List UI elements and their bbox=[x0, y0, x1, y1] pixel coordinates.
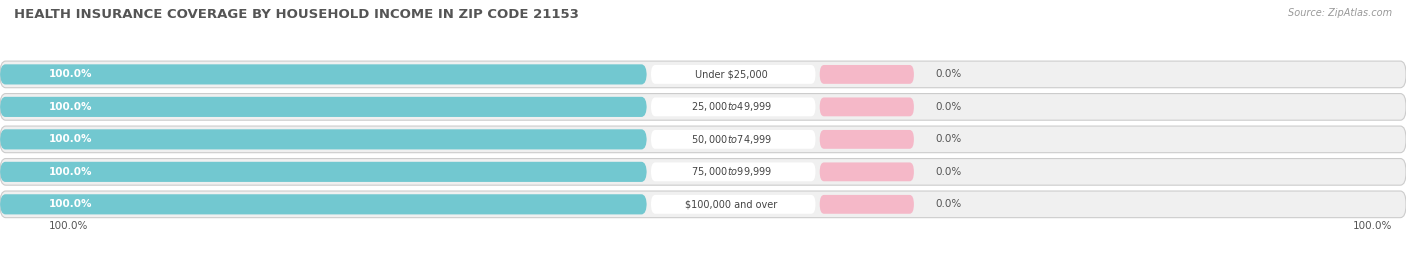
Text: 100.0%: 100.0% bbox=[49, 167, 93, 177]
FancyBboxPatch shape bbox=[820, 97, 914, 116]
FancyBboxPatch shape bbox=[651, 130, 815, 149]
Text: 0.0%: 0.0% bbox=[935, 102, 962, 112]
FancyBboxPatch shape bbox=[820, 65, 914, 84]
Text: Under $25,000: Under $25,000 bbox=[695, 69, 768, 79]
FancyBboxPatch shape bbox=[651, 162, 815, 181]
Text: $75,000 to $99,999: $75,000 to $99,999 bbox=[690, 165, 772, 178]
FancyBboxPatch shape bbox=[0, 126, 1406, 153]
FancyBboxPatch shape bbox=[0, 194, 647, 214]
FancyBboxPatch shape bbox=[820, 195, 914, 214]
FancyBboxPatch shape bbox=[651, 97, 815, 116]
FancyBboxPatch shape bbox=[0, 129, 647, 150]
FancyBboxPatch shape bbox=[0, 97, 647, 117]
FancyBboxPatch shape bbox=[651, 195, 815, 214]
Text: 0.0%: 0.0% bbox=[935, 134, 962, 144]
Text: 0.0%: 0.0% bbox=[935, 69, 962, 79]
FancyBboxPatch shape bbox=[820, 162, 914, 181]
Text: 100.0%: 100.0% bbox=[49, 199, 93, 209]
Text: 100.0%: 100.0% bbox=[49, 134, 93, 144]
Text: 0.0%: 0.0% bbox=[935, 167, 962, 177]
Text: $50,000 to $74,999: $50,000 to $74,999 bbox=[690, 133, 772, 146]
Text: 0.0%: 0.0% bbox=[935, 199, 962, 209]
FancyBboxPatch shape bbox=[0, 61, 1406, 88]
FancyBboxPatch shape bbox=[820, 130, 914, 149]
FancyBboxPatch shape bbox=[0, 158, 1406, 185]
FancyBboxPatch shape bbox=[0, 162, 647, 182]
FancyBboxPatch shape bbox=[0, 191, 1406, 218]
FancyBboxPatch shape bbox=[0, 64, 647, 84]
Text: $25,000 to $49,999: $25,000 to $49,999 bbox=[690, 100, 772, 114]
FancyBboxPatch shape bbox=[651, 65, 815, 84]
Text: 100.0%: 100.0% bbox=[49, 102, 93, 112]
Text: HEALTH INSURANCE COVERAGE BY HOUSEHOLD INCOME IN ZIP CODE 21153: HEALTH INSURANCE COVERAGE BY HOUSEHOLD I… bbox=[14, 8, 579, 21]
Text: 100.0%: 100.0% bbox=[1353, 221, 1392, 231]
Text: $100,000 and over: $100,000 and over bbox=[685, 199, 778, 209]
Text: 100.0%: 100.0% bbox=[49, 221, 89, 231]
Text: 100.0%: 100.0% bbox=[49, 69, 93, 79]
Text: Source: ZipAtlas.com: Source: ZipAtlas.com bbox=[1288, 8, 1392, 18]
FancyBboxPatch shape bbox=[0, 94, 1406, 120]
